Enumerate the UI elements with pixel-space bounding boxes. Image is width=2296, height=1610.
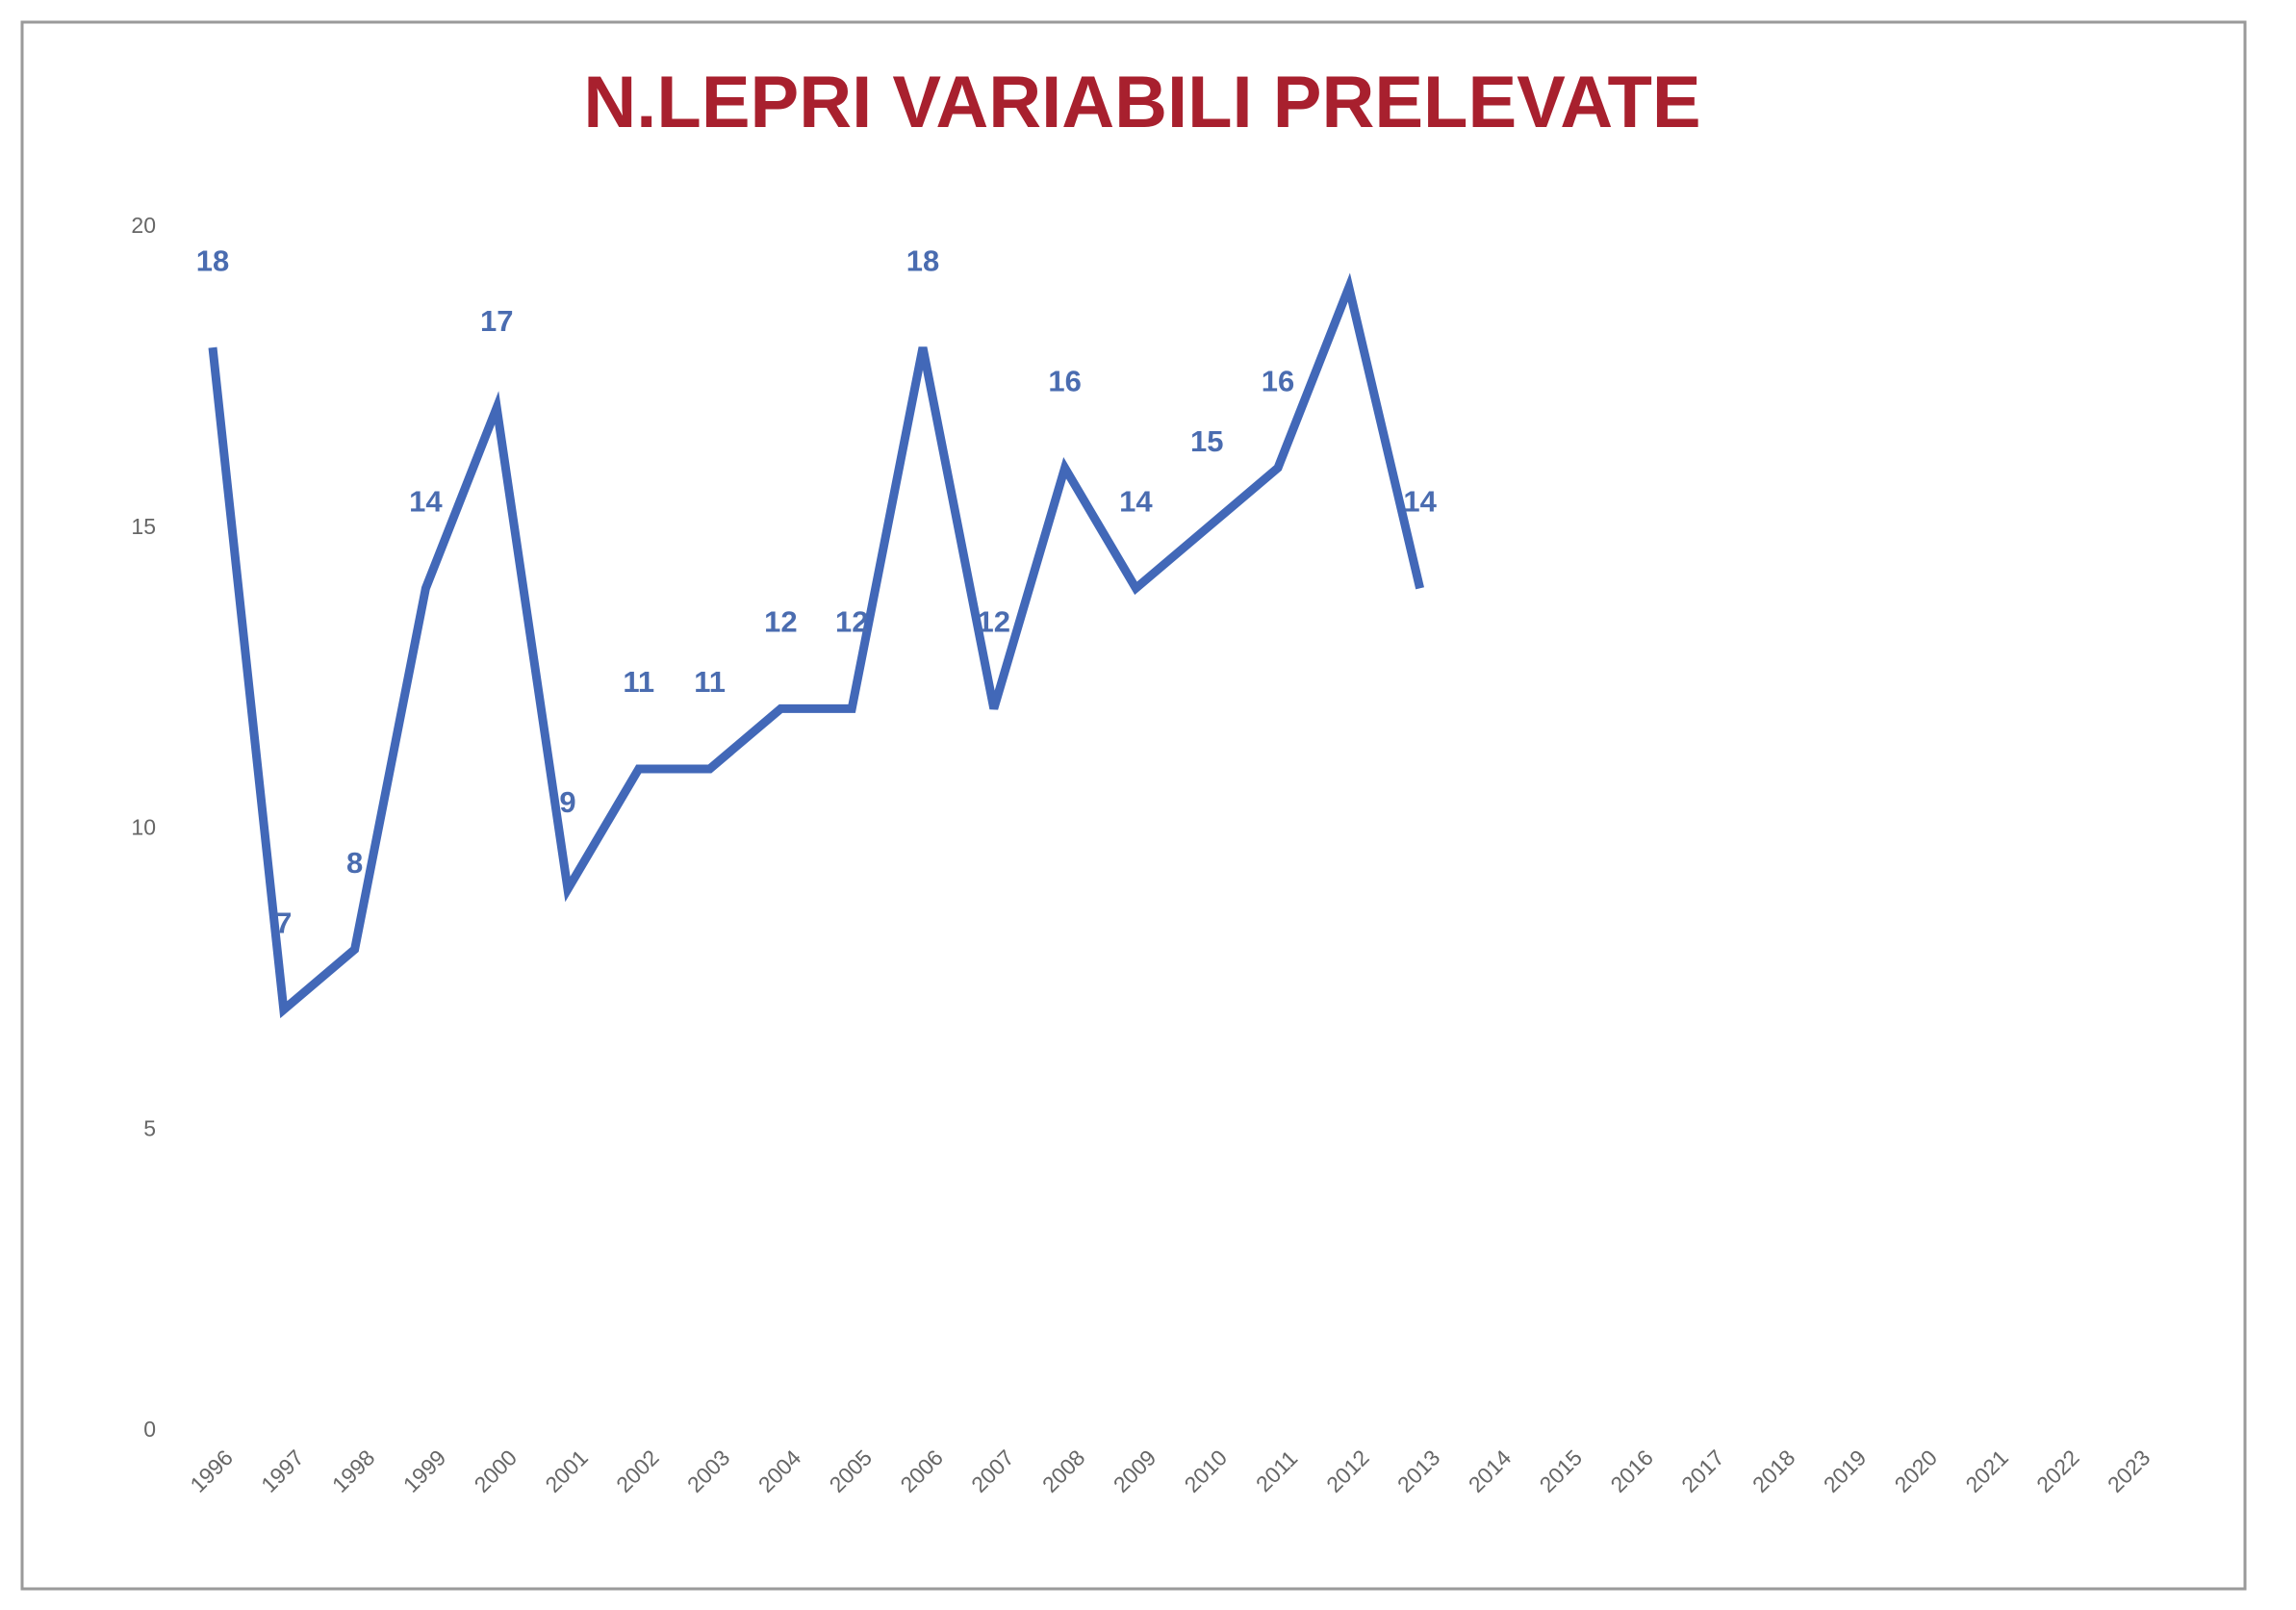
data-label: 14: [1119, 484, 1153, 518]
data-label: 17: [480, 304, 513, 338]
data-line: [208, 272, 1424, 1019]
data-label: 18: [906, 243, 939, 277]
y-tick-label: 5: [143, 1115, 156, 1140]
y-tick-label: 0: [143, 1417, 156, 1442]
data-label: 18: [196, 243, 229, 277]
data-label: 9: [559, 785, 575, 819]
data-label: 14: [1403, 484, 1437, 518]
data-label: 12: [835, 605, 868, 639]
data-label: 12: [764, 605, 797, 639]
y-tick-label: 10: [131, 815, 156, 840]
data-label: 11: [694, 665, 726, 699]
y-tick-label: 20: [131, 213, 156, 238]
data-label: 8: [346, 846, 363, 880]
data-label: 11: [623, 665, 654, 699]
data-label: 16: [1048, 364, 1081, 397]
data-label: 14: [409, 484, 443, 518]
chart-border: [20, 20, 2247, 1591]
data-label: 7: [275, 906, 292, 939]
data-label: 15: [1190, 424, 1223, 458]
y-tick-label: 15: [131, 514, 156, 539]
data-label: 12: [978, 605, 1010, 639]
chart-title: N.LEPRI VARIABILI PRELEVATE: [583, 62, 1700, 143]
data-label: 16: [1262, 364, 1294, 397]
